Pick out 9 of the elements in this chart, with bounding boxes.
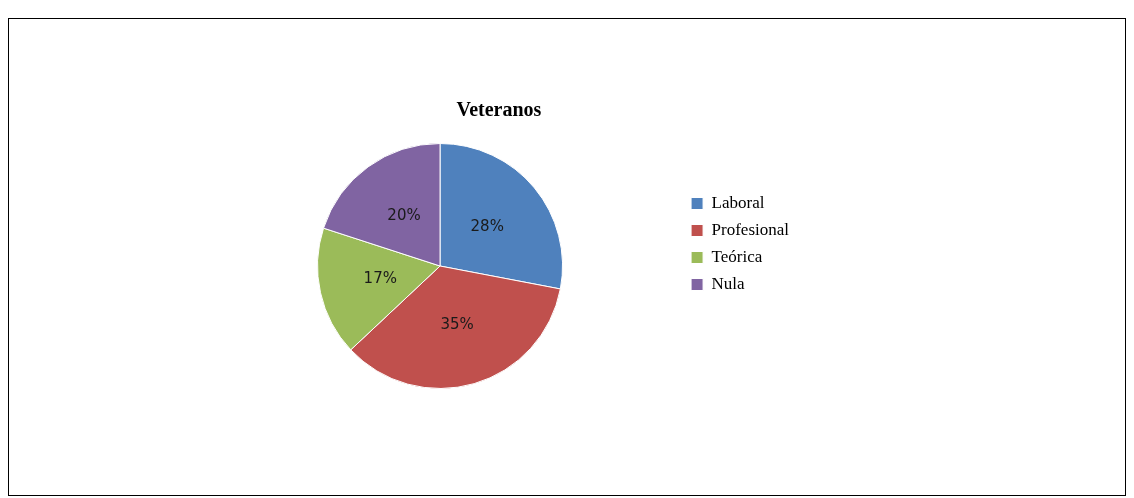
data-label: 17% bbox=[363, 269, 397, 288]
legend-label: Nula bbox=[711, 273, 746, 293]
chart-title: Veteranos bbox=[456, 98, 542, 121]
legend-label: Laboral bbox=[711, 192, 765, 212]
data-label: 35% bbox=[440, 314, 474, 333]
data-label: 20% bbox=[387, 206, 421, 225]
legend-label: Teórica bbox=[711, 246, 763, 266]
legend-label: Profesional bbox=[711, 219, 790, 239]
data-label: 28% bbox=[470, 216, 504, 235]
